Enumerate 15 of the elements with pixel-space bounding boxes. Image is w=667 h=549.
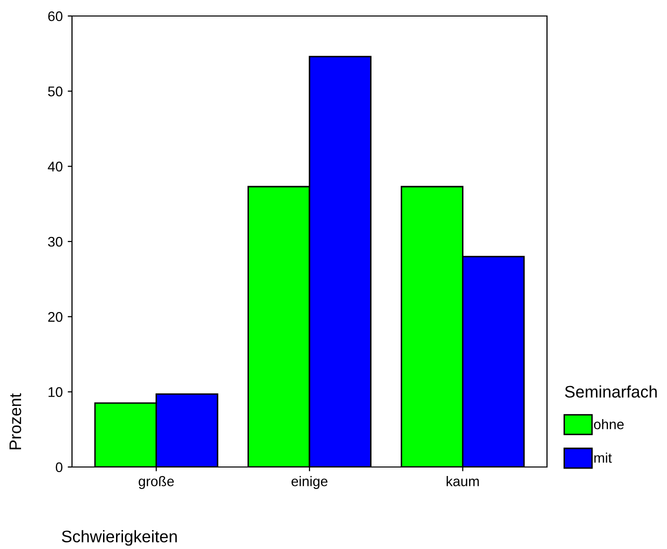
x-tick-label: einige bbox=[292, 476, 328, 489]
legend-label: mit bbox=[594, 452, 612, 463]
legend-title: Seminarfach bbox=[565, 385, 657, 398]
y-tick-label: 0 bbox=[56, 462, 62, 472]
y-tick-label: 60 bbox=[48, 11, 62, 22]
x-axis-title: Schwierigkeiten bbox=[62, 530, 177, 546]
y-axis-title: Prozent bbox=[10, 393, 22, 450]
x-tick-label: große bbox=[138, 476, 174, 489]
y-tick-label: 50 bbox=[48, 86, 62, 96]
y-tick-label: 10 bbox=[48, 387, 62, 398]
y-tick-label: 20 bbox=[48, 312, 62, 322]
y-tick-label: 30 bbox=[48, 236, 62, 247]
y-tick-label: 40 bbox=[48, 162, 62, 172]
x-tick-label: kaum bbox=[446, 476, 479, 486]
legend-label: ohne bbox=[594, 419, 624, 430]
